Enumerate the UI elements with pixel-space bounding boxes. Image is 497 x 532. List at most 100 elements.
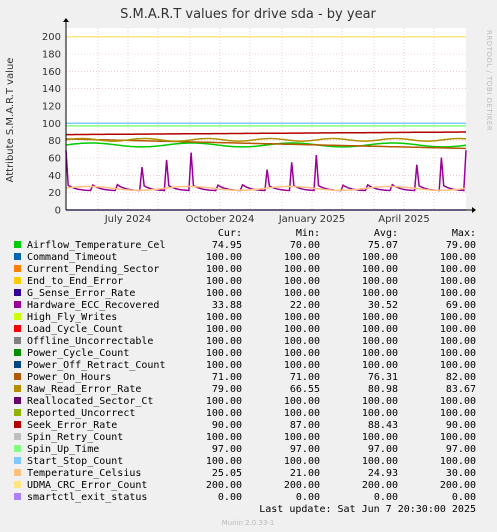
legend-series-name: Offline_Uncorrectable (27, 336, 153, 347)
y-tick-label: 20 (48, 188, 61, 199)
legend-value: 100.00 (284, 396, 320, 407)
legend-value: 100.00 (362, 432, 398, 443)
rrdtool-credit: RRDTOOL / TOBI OETIKER (485, 30, 493, 131)
legend-value: 100.00 (206, 396, 242, 407)
legend-value: 100.00 (362, 288, 398, 299)
legend-value: 100.00 (440, 312, 476, 323)
legend-swatch (14, 289, 21, 296)
legend-value: 71.00 (212, 372, 242, 383)
x-tick-label: July 2024 (104, 214, 152, 225)
legend-value: 69.00 (446, 300, 476, 311)
legend-value: 100.00 (440, 408, 476, 419)
x-tick-labels: July 2024 October 2024 January 2025 April 2… (104, 214, 430, 225)
legend-swatch (14, 445, 21, 452)
legend-value: 100.00 (206, 324, 242, 335)
axes (63, 18, 476, 213)
legend-value: 100.00 (440, 348, 476, 359)
legend-swatch (14, 457, 21, 464)
legend-swatch (14, 397, 21, 404)
legend-value: 100.00 (440, 276, 476, 287)
legend-value: 100.00 (206, 360, 242, 371)
legend-value: 97.00 (290, 444, 320, 455)
legend-series-name: Reallocated_Sector_Ct (27, 396, 153, 407)
legend-value: 100.00 (284, 264, 320, 275)
x-tick-label: October 2024 (186, 214, 255, 225)
legend-value: 0.00 (218, 492, 242, 503)
legend-swatch (14, 469, 21, 476)
legend-value: 100.00 (206, 312, 242, 323)
legend-swatch (14, 337, 21, 344)
y-tick-label: 0 (55, 206, 61, 217)
legend-value: 100.00 (440, 264, 476, 275)
series-line (66, 131, 466, 136)
legend-value: 100.00 (284, 360, 320, 371)
legend-value: 100.00 (440, 252, 476, 263)
legend-value: 100.00 (440, 336, 476, 347)
legend-series-name: Current_Pending_Sector (27, 264, 159, 275)
legend-value: 71.00 (290, 372, 320, 383)
legend-value: 21.00 (290, 468, 320, 479)
legend-value: 100.00 (206, 432, 242, 443)
legend-value: 200.00 (206, 480, 242, 491)
series-line (65, 142, 467, 148)
last-update: Last update: Sat Jun 7 20:30:00 2025 (259, 504, 476, 515)
legend-value: 100.00 (284, 288, 320, 299)
legend-series-name: Power_Cycle_Count (27, 348, 129, 359)
legend-value: 100.00 (362, 408, 398, 419)
legend-series-name: G_Sense_Error_Rate (27, 288, 135, 299)
legend-value: 100.00 (284, 432, 320, 443)
legend-series-name: Hardware_ECC_Recovered (27, 300, 159, 311)
legend-column-header: Avg: (374, 228, 398, 239)
legend-swatch (14, 265, 21, 272)
legend-value: 100.00 (362, 360, 398, 371)
legend-series-name: Airflow_Temperature_Cel (27, 240, 165, 251)
legend: Airflow_Temperature_Cel 74.95 70.00 75.07 79… (14, 240, 476, 503)
legend-value: 100.00 (362, 396, 398, 407)
series-line (65, 137, 467, 142)
x-tick-label: January 2025 (278, 214, 346, 225)
legend-value: 74.95 (212, 240, 242, 251)
y-axis-arrow (63, 18, 69, 22)
legend-value: 79.00 (446, 240, 476, 251)
legend-value: 100.00 (362, 264, 398, 275)
legend-value: 100.00 (284, 336, 320, 347)
series-lines (65, 35, 467, 211)
legend-series-name: Command_Timeout (27, 252, 117, 263)
legend-series-name: Start_Stop_Count (27, 456, 123, 467)
legend-value: 33.88 (212, 300, 242, 311)
legend-series-name: smartctl_exit_status (27, 492, 147, 503)
legend-series-name: Reported_Uncorrect (27, 408, 135, 419)
chart-title: S.M.A.R.T values for drive sda - by year (120, 7, 376, 22)
x-tick-label: April 2025 (378, 214, 429, 225)
y-tick-label: 140 (42, 84, 61, 95)
legend-swatch (14, 253, 21, 260)
legend-series-name: High_Fly_Writes (27, 312, 117, 323)
legend-value: 24.93 (368, 468, 398, 479)
legend-swatch (14, 241, 21, 248)
legend-value: 100.00 (362, 456, 398, 467)
legend-swatch (14, 277, 21, 284)
y-axis-label: Attribute S.M.A.R.T value (5, 58, 16, 183)
legend-series-name: Spin_Retry_Count (27, 432, 123, 443)
legend-series-name: Spin_Up_Time (27, 444, 99, 455)
legend-value: 100.00 (440, 432, 476, 443)
legend-value: 200.00 (440, 480, 476, 491)
legend-series-name: Power_Off_Retract_Count (27, 360, 165, 371)
legend-value: 100.00 (440, 396, 476, 407)
legend-value: 100.00 (206, 276, 242, 287)
y-tick-label: 80 (48, 136, 61, 147)
legend-value: 97.00 (446, 444, 476, 455)
y-tick-label: 100 (42, 119, 61, 130)
legend-value: 66.55 (290, 384, 320, 395)
legend-value: 100.00 (440, 324, 476, 335)
legend-swatch (14, 493, 21, 500)
y-tick-label: 160 (42, 67, 61, 78)
legend-value: 100.00 (284, 252, 320, 263)
legend-value: 200.00 (284, 480, 320, 491)
legend-value: 97.00 (368, 444, 398, 455)
legend-value: 100.00 (362, 336, 398, 347)
legend-value: 100.00 (206, 348, 242, 359)
legend-column-header: Max: (452, 228, 476, 239)
legend-column-header: Min: (296, 228, 320, 239)
